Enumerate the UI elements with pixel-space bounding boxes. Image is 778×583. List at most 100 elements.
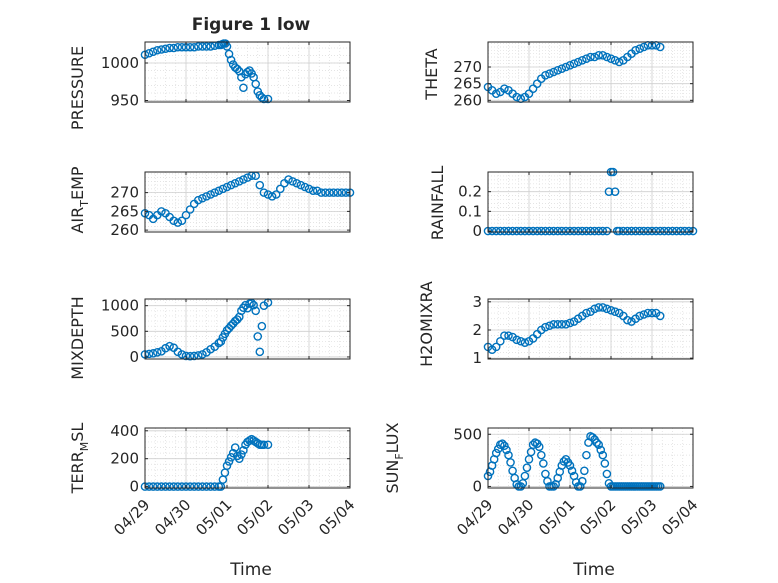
data-point xyxy=(534,442,544,452)
data-point xyxy=(647,308,657,318)
data-point xyxy=(218,184,228,194)
data-point xyxy=(635,226,645,236)
data-point xyxy=(600,459,610,468)
data-point xyxy=(177,482,187,491)
ylabel-sun-flux-rest: LUX xyxy=(383,422,402,453)
data-point xyxy=(623,315,632,325)
x-tick-label: 04/29 xyxy=(110,496,153,539)
data-point xyxy=(267,192,277,201)
data-point xyxy=(169,216,178,226)
data-point xyxy=(522,463,532,472)
ylabel-sun-flux-main: SUN xyxy=(383,460,402,494)
data-point xyxy=(498,439,507,448)
data-point xyxy=(512,92,522,102)
axes-frame xyxy=(487,41,694,103)
data-point xyxy=(257,321,267,331)
data-point xyxy=(259,440,269,450)
data-point xyxy=(226,453,236,462)
axes-frame xyxy=(144,298,351,360)
data-point xyxy=(185,42,195,52)
data-point xyxy=(537,450,546,460)
data-point xyxy=(598,303,608,312)
data-point xyxy=(245,436,254,445)
xlabel-right: Time xyxy=(572,560,615,580)
data-point xyxy=(664,226,673,236)
data-point xyxy=(308,186,318,196)
data-point xyxy=(643,308,653,318)
data-point xyxy=(157,45,166,54)
data-point xyxy=(251,79,260,89)
data-point xyxy=(557,226,567,236)
data-point xyxy=(635,44,645,53)
data-point xyxy=(173,218,183,227)
data-point xyxy=(655,226,665,236)
data-point xyxy=(239,175,248,184)
data-point xyxy=(598,226,608,236)
data-point xyxy=(157,482,166,491)
data-point xyxy=(500,84,509,93)
data-point xyxy=(173,42,183,52)
data-point xyxy=(676,226,686,236)
data-point xyxy=(588,433,597,442)
data-point xyxy=(312,186,322,196)
data-point xyxy=(606,54,616,63)
data-point xyxy=(226,55,236,65)
ylabel-air-temp-sub: T xyxy=(78,200,91,208)
ylabel-air-temp-main: AIR xyxy=(68,207,87,234)
y-tick-label: 0 xyxy=(129,478,139,496)
data-point xyxy=(296,180,306,190)
data-point xyxy=(575,482,585,491)
data-point xyxy=(561,320,571,329)
data-point xyxy=(508,226,517,236)
data-point xyxy=(594,51,604,60)
data-point xyxy=(181,210,191,220)
x-tick-label: 05/03 xyxy=(274,496,317,539)
data-point xyxy=(553,320,563,329)
data-point xyxy=(224,457,234,466)
data-point xyxy=(255,347,265,357)
data-point xyxy=(549,320,558,329)
data-point xyxy=(598,51,608,60)
data-point xyxy=(177,350,187,359)
y-tick-label: 270 xyxy=(110,184,139,202)
data-point xyxy=(520,471,530,481)
data-point xyxy=(516,226,526,236)
data-point xyxy=(565,226,575,236)
data-point xyxy=(594,440,604,449)
data-point xyxy=(553,66,563,75)
ylabel-mixdepth: MIXDEPTH xyxy=(68,296,87,379)
data-point xyxy=(253,332,263,341)
data-point xyxy=(614,226,624,236)
data-point xyxy=(198,193,207,203)
data-point xyxy=(610,187,620,196)
data-point xyxy=(202,42,211,51)
ylabel-air-temp: AIRTEMP xyxy=(68,166,91,233)
data-point xyxy=(631,46,640,55)
data-point xyxy=(333,188,343,197)
data-point xyxy=(237,450,246,459)
axes-frame xyxy=(487,427,694,489)
data-point xyxy=(500,441,509,451)
data-point xyxy=(491,226,501,236)
data-point xyxy=(594,226,604,236)
data-point xyxy=(257,93,267,102)
panel-pressure: 950 1000 xyxy=(101,39,351,110)
ylabel-terr-msl-main: TERR xyxy=(68,451,87,494)
data-point xyxy=(251,306,260,316)
data-point xyxy=(512,335,522,345)
axes-frame xyxy=(144,427,351,489)
data-point xyxy=(573,226,583,236)
data-point xyxy=(161,482,170,491)
y-tick-label: 950 xyxy=(110,92,139,110)
data-point xyxy=(239,446,248,455)
data-point xyxy=(561,62,571,72)
data-point xyxy=(594,303,604,312)
data-point xyxy=(672,226,681,236)
data-point xyxy=(502,445,511,455)
data-point xyxy=(198,350,207,359)
data-point xyxy=(573,57,583,67)
data-point xyxy=(165,341,174,351)
data-point xyxy=(249,300,258,310)
